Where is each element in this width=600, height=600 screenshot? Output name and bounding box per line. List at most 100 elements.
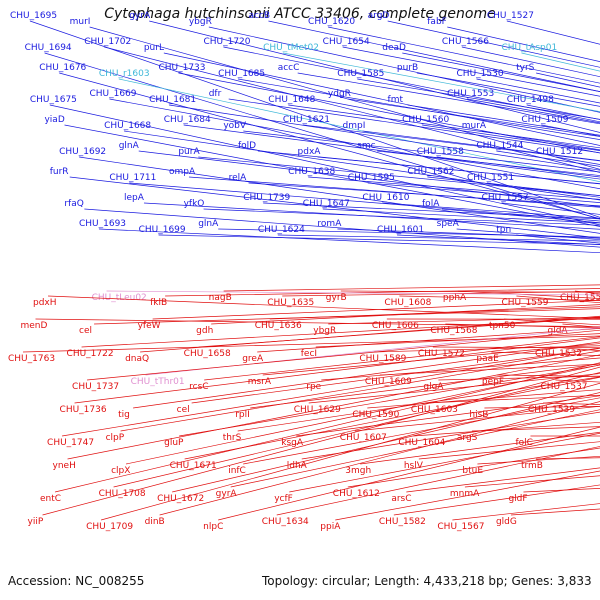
reverse-gene-label: gldG xyxy=(496,517,517,527)
reverse-gene-label: CHU_1606 xyxy=(372,321,419,331)
forward-leader-line xyxy=(297,72,600,125)
reverse-gene-label: CHU_1709 xyxy=(86,522,133,532)
reverse-leader-line xyxy=(535,457,600,460)
reverse-gene-label: tig xyxy=(118,410,130,420)
forward-gene-label: fabF xyxy=(427,17,447,27)
forward-gene-label: romA xyxy=(317,219,342,229)
forward-leader-line xyxy=(228,98,600,154)
forward-leader-line xyxy=(178,72,600,154)
reverse-leader-line xyxy=(347,447,600,488)
reverse-leader-line xyxy=(321,357,600,381)
reverse-gene-label: nagB xyxy=(209,293,232,303)
reverse-leader-line xyxy=(184,376,600,460)
forward-gene-label: CHU_1702 xyxy=(84,37,131,47)
forward-leader-line xyxy=(238,78,600,140)
reverse-gene-label: ycfF xyxy=(274,494,293,504)
reverse-gene-label: btuE xyxy=(462,466,483,476)
reverse-gene-label: cel xyxy=(177,405,190,415)
reverse-gene-label: CHU_tLeu02 xyxy=(92,293,147,303)
reverse-leader-line xyxy=(22,335,600,353)
reverse-leader-line xyxy=(145,327,600,376)
reverse-leader-line xyxy=(61,347,600,437)
forward-leader-line xyxy=(416,72,600,107)
forward-gene-label: CHU_1566 xyxy=(442,37,489,47)
reverse-leader-line xyxy=(276,446,600,516)
reverse-leader-line xyxy=(230,409,600,488)
forward-gene-label: CHU_1681 xyxy=(149,95,196,105)
forward-gene-label: CHU_1553 xyxy=(447,89,494,99)
forward-leader-line xyxy=(69,176,600,239)
forward-gene-label: lepA xyxy=(124,193,145,203)
forward-gene-label: CHU_1647 xyxy=(303,199,350,209)
reverse-leader-line xyxy=(386,318,600,320)
forward-gene-label: argD xyxy=(368,11,390,21)
forward-gene-label: tpn xyxy=(496,225,511,235)
forward-leader-line xyxy=(362,130,600,161)
reverse-gene-label: tpn50 xyxy=(489,321,516,331)
forward-leader-line xyxy=(198,156,600,197)
forward-gene-label: CHU_1551 xyxy=(467,173,514,183)
reverse-gene-label: CHU_1539 xyxy=(528,405,575,415)
forward-gene-label: murI xyxy=(70,17,91,27)
forward-leader-line xyxy=(367,182,600,203)
reverse-leader-line xyxy=(126,364,600,465)
reverse-gene-label: CHU_1559 xyxy=(501,298,548,308)
reverse-gene-label: CHU_tThr01 xyxy=(131,377,185,387)
reverse-gene-label: menD xyxy=(21,321,48,331)
reverse-gene-label: cel xyxy=(79,326,92,336)
forward-leader-line xyxy=(149,20,600,133)
reverse-gene-label: gluP xyxy=(164,438,184,448)
reverse-gene-label: hslV xyxy=(404,461,424,471)
forward-leader-line xyxy=(29,20,600,218)
forward-gene-label: accB xyxy=(248,11,270,21)
reverse-leader-line xyxy=(223,284,600,292)
forward-leader-line xyxy=(218,228,600,238)
reverse-gene-label: ybgR xyxy=(313,326,336,336)
forward-gene-label: CHU_1733 xyxy=(158,63,205,73)
forward-leader-line xyxy=(98,228,600,254)
forward-gene-label: rfaQ xyxy=(64,199,83,209)
reverse-gene-label: dinB xyxy=(145,517,165,527)
forward-gene-label: accC xyxy=(278,63,300,73)
forward-gene-label: yfkO xyxy=(184,199,205,209)
reverse-gene-label: pdxH xyxy=(33,298,57,308)
reverse-leader-line xyxy=(165,288,600,297)
forward-gene-label: pdxA xyxy=(298,147,322,157)
reverse-gene-label: ksgA xyxy=(281,438,304,448)
reverse-leader-line xyxy=(301,411,600,460)
forward-gene-label: CHU_1527 xyxy=(487,11,534,21)
forward-gene-label: CHU_1695 xyxy=(10,11,57,21)
reverse-gene-label: gldF xyxy=(508,494,527,504)
reverse-gene-label: CHU_1537 xyxy=(540,382,587,392)
forward-gene-label: CHU_1498 xyxy=(507,95,554,105)
forward-leader-line xyxy=(347,98,600,137)
reverse-gene-label: CHU_1604 xyxy=(398,438,445,448)
reverse-leader-line xyxy=(257,328,600,353)
reverse-leader-line xyxy=(172,392,600,493)
forward-gene-label: folD xyxy=(238,141,256,151)
forward-gene-label: CHU_1620 xyxy=(308,17,355,27)
reverse-gene-label: argS xyxy=(457,433,478,443)
forward-leader-line xyxy=(79,156,600,234)
reverse-leader-line xyxy=(243,397,600,465)
forward-gene-label: CHU_1595 xyxy=(348,173,395,183)
forward-leader-line xyxy=(382,202,600,219)
forward-gene-label: CHU_1693 xyxy=(79,219,126,229)
forward-gene-label: murA xyxy=(462,121,487,131)
page-title: Cytophaga hutchinsonii ATCC 33406, compl… xyxy=(104,6,496,22)
reverse-gene-label: CHU_1635 xyxy=(267,298,314,308)
reverse-leader-line xyxy=(374,345,600,353)
reverse-leader-line xyxy=(100,382,600,521)
forward-gene-label: CHU_1668 xyxy=(104,121,151,131)
reverse-gene-label: CHU_1634 xyxy=(262,517,309,527)
forward-leader-line xyxy=(104,46,600,173)
reverse-gene-label: rplI xyxy=(235,410,250,420)
reverse-gene-label: CHU_1737 xyxy=(72,382,119,392)
forward-leader-line xyxy=(327,26,600,84)
forward-leader-line xyxy=(263,202,600,220)
reverse-gene-label: yiiP xyxy=(28,517,44,527)
reverse-gene-label: CHU_1608 xyxy=(384,298,431,308)
forward-leader-line xyxy=(317,156,600,184)
forward-gene-label: CHU_1669 xyxy=(89,89,136,99)
reverse-gene-label: CHU_1612 xyxy=(333,489,380,499)
